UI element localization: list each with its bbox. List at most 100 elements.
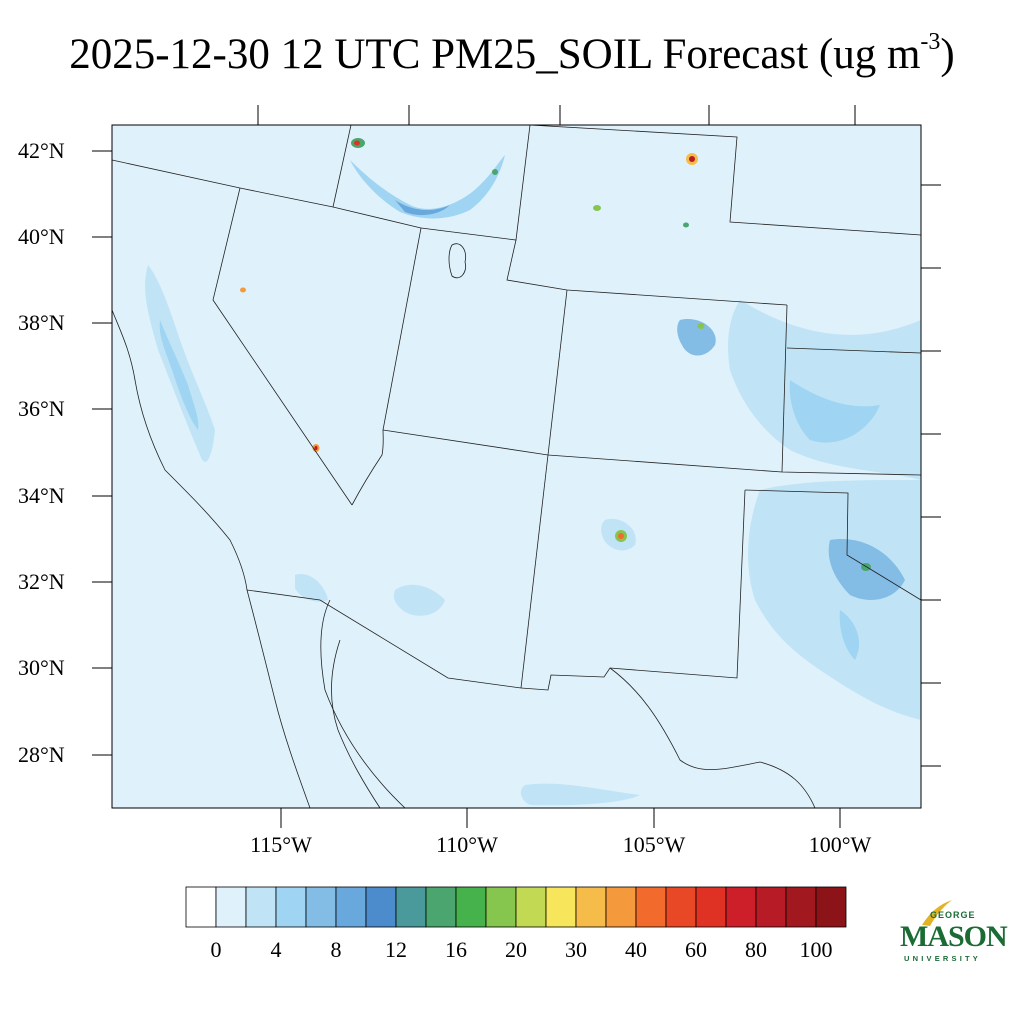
colorbar-swatch [575, 886, 607, 928]
border-az-mexico [246, 589, 522, 689]
patch-snake-river-core [395, 200, 450, 216]
coastline-baja [246, 589, 311, 809]
lon-label: 100°W [808, 832, 872, 857]
patch-kansas [728, 300, 921, 480]
border-co-ks [781, 304, 788, 473]
coastline-gulf [320, 599, 406, 809]
border-az-nm [520, 454, 549, 689]
hotspot-wyoming-east [683, 222, 689, 228]
map-frame [111, 124, 922, 809]
patch-california [145, 265, 215, 462]
great-salt-lake [448, 243, 467, 279]
hotspot-wyoming [686, 153, 698, 165]
colorbar [185, 886, 847, 928]
patch-texas-south [839, 610, 860, 660]
patch-arizona [393, 584, 445, 616]
logo-university: UNIVERSITY [904, 954, 982, 963]
border-ok [744, 489, 922, 601]
lon-label: 110°W [436, 832, 498, 857]
colorbar-swatch [815, 886, 847, 928]
map-title: 2025-12-30 12 UTC PM25_SOIL Forecast (ug… [0, 28, 1024, 79]
colorbar-swatch [425, 886, 457, 928]
lat-label: 34°N [18, 483, 65, 508]
colorbar-label: 80 [745, 937, 767, 962]
patch-mexico-south [520, 783, 640, 806]
lat-label: 42°N [18, 138, 65, 163]
colorbar-label: 100 [799, 937, 833, 962]
border-colorado-river [351, 429, 384, 506]
colorbar-swatch [365, 886, 397, 928]
border-rio-grande [609, 667, 816, 809]
colorbar-label: 40 [625, 937, 647, 962]
border-ca-nv [212, 187, 353, 506]
hotspot-colorado [697, 323, 705, 329]
colorbar-label: 16 [445, 937, 467, 962]
lat-label: 32°N [18, 569, 65, 594]
axis-ticks [92, 105, 941, 828]
border-4corners [382, 429, 922, 476]
border-or-ca-nv-id [111, 159, 422, 229]
map-field [112, 125, 921, 808]
patch-sonora [295, 574, 328, 602]
hotspot-nevada-north [240, 287, 246, 293]
hotspot-idaho-east [492, 169, 498, 175]
patch-snake-river [350, 155, 505, 219]
colorbar-label: 60 [685, 937, 707, 962]
colorbar-swatch [455, 886, 487, 928]
colorbar-swatch [395, 886, 427, 928]
gmu-logo: GEORGE MASON UNIVERSITY [898, 902, 1008, 964]
lat-label: 30°N [18, 655, 65, 680]
colorbar-swatch [665, 886, 697, 928]
lat-label: 36°N [18, 396, 65, 421]
border-ut-az [547, 289, 568, 456]
colorbar-swatch [485, 886, 517, 928]
colorbar-label: 0 [210, 937, 222, 962]
logo-swoosh-icon [922, 900, 952, 926]
colorbar-swatch [635, 886, 667, 928]
border-co-north [506, 239, 788, 306]
hotspot-idaho [351, 138, 365, 148]
title-close: ) [940, 31, 955, 78]
concentration-patches [145, 138, 921, 806]
title-unit-exponent: -3 [920, 28, 941, 55]
border-id-wy-east [332, 124, 352, 208]
border-ut-co [382, 227, 422, 431]
colorbar-swatch [305, 886, 337, 928]
colorbar-swatch [215, 886, 247, 928]
colorbar-label: 8 [330, 937, 342, 962]
logo-mason: MASON [900, 920, 1008, 953]
colorbar-swatch [245, 886, 277, 928]
colorbar-swatch [515, 886, 547, 928]
colorbar-label: 4 [270, 937, 282, 962]
colorbar-swatch [725, 886, 757, 928]
colorbar-label: 30 [565, 937, 587, 962]
coastline-california [111, 309, 248, 591]
lat-label: 38°N [18, 310, 65, 335]
colorbar-swatch [695, 886, 727, 928]
colorbar-swatch [755, 886, 787, 928]
colorbar-swatch [785, 886, 817, 928]
logo-george: GEORGE [930, 910, 976, 920]
title-text: 2025-12-30 12 UTC PM25_SOIL Forecast (ug… [69, 31, 921, 78]
colorbar-swatch [545, 886, 577, 928]
patch-colorado [677, 319, 716, 356]
patch-texas [748, 480, 921, 720]
border-wy-ne [529, 124, 922, 236]
colorbar-label: 20 [505, 937, 527, 962]
border-ne-ks [786, 347, 922, 354]
lat-label: 40°N [18, 224, 65, 249]
colorbar-swatch [605, 886, 637, 928]
hotspot-wyoming-south [593, 205, 601, 211]
colorbar-swatch [185, 886, 217, 928]
lon-label: 105°W [622, 832, 686, 857]
colorbar-swatch [335, 886, 367, 928]
state-borders [111, 124, 922, 809]
hotspot-new-mexico [615, 530, 627, 542]
border-nm-tx [520, 489, 746, 691]
colorbar-swatch [275, 886, 307, 928]
patch-kansas-core [789, 380, 880, 443]
coastline-gulf-west [331, 639, 381, 809]
patch-california-core [159, 320, 199, 430]
lat-label: 28°N [18, 742, 65, 767]
